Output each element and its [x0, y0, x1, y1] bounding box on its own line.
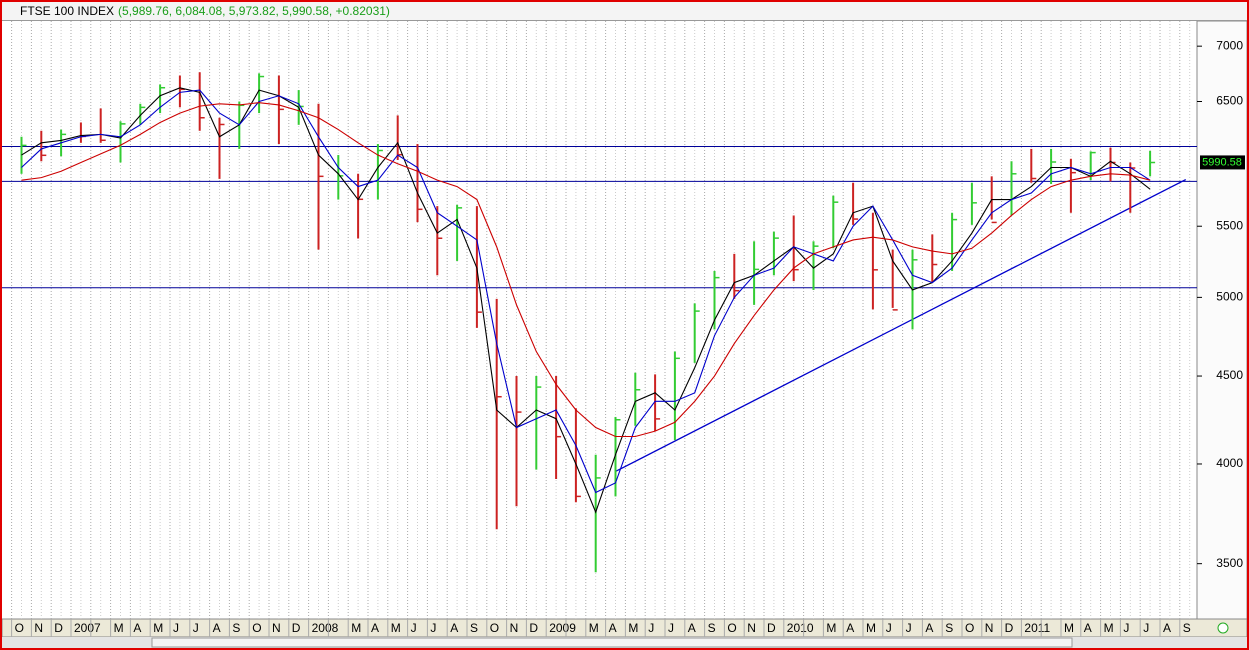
y-axis-panel: [1196, 20, 1247, 620]
x-tick-label: S: [1183, 621, 1191, 635]
x-tick-label: 2009: [549, 621, 576, 635]
x-tick-label: J: [648, 621, 654, 635]
x-tick-label: O: [965, 621, 974, 635]
status-icon: [1217, 622, 1229, 634]
x-tick-label: M: [1104, 621, 1114, 635]
x-tick-label: M: [114, 621, 124, 635]
quote: (5,989.76, 6,084.08, 5,973.82, 5,990.58,…: [118, 4, 390, 18]
x-tick-label: N: [985, 621, 994, 635]
x-tick-label: M: [589, 621, 599, 635]
x-tick-label: J: [906, 621, 912, 635]
x-tick-label: D: [767, 621, 776, 635]
x-tick-label: 2008: [312, 621, 339, 635]
x-tick-label: O: [252, 621, 261, 635]
x-tick-label: J: [1143, 621, 1149, 635]
moving-average: [21, 102, 1151, 438]
x-tick-label: S: [945, 621, 953, 635]
x-tick-label: A: [609, 621, 617, 635]
x-tick-label: M: [1064, 621, 1074, 635]
last-value-box: [1200, 155, 1245, 170]
x-tick-label: J: [173, 621, 179, 635]
moving-average: [21, 89, 1151, 494]
x-tick-label: A: [925, 621, 933, 635]
x-tick-label: D: [1005, 621, 1014, 635]
x-tick-label: A: [1084, 621, 1092, 635]
trend-line: [615, 178, 1187, 473]
x-tick-label: M: [628, 621, 638, 635]
x-tick-label: A: [846, 621, 854, 635]
x-tick-label: 2007: [74, 621, 101, 635]
plot-area: [2, 21, 1197, 619]
x-tick-label: 2011: [1024, 621, 1050, 635]
x-tick-label: D: [292, 621, 301, 635]
x-tick-label: S: [232, 621, 240, 635]
x-axis-panel: [2, 618, 1247, 638]
x-tick-label: A: [133, 621, 141, 635]
y-tick-label: 3500: [1216, 556, 1243, 570]
last-value-label: 5990.58: [1202, 156, 1242, 168]
x-tick-label: O: [727, 621, 736, 635]
x-tick-label: A: [371, 621, 379, 635]
x-tick-label: N: [510, 621, 519, 635]
x-tick-label: A: [213, 621, 221, 635]
x-tick-label: M: [391, 621, 401, 635]
x-tick-label: A: [1163, 621, 1171, 635]
x-tick-label: N: [34, 621, 43, 635]
y-tick-label: 4000: [1216, 456, 1243, 470]
x-tick-label: D: [54, 621, 63, 635]
y-tick-label: 7000: [1216, 38, 1243, 52]
y-tick-label: 6500: [1216, 94, 1243, 108]
x-tick-label: M: [153, 621, 163, 635]
moving-average: [21, 87, 1151, 514]
x-tick-label: 2010: [787, 621, 814, 635]
y-tick-label: 5000: [1216, 290, 1243, 304]
x-tick-label: A: [450, 621, 458, 635]
x-tick-label: M: [826, 621, 836, 635]
scroll-thumb[interactable]: [151, 637, 1073, 648]
x-tick-label: J: [668, 621, 674, 635]
x-tick-label: J: [886, 621, 892, 635]
y-tick-label: 5500: [1216, 218, 1243, 232]
chart-title: FTSE 100 INDEX: [20, 4, 115, 18]
x-tick-label: S: [470, 621, 478, 635]
x-tick-label: A: [688, 621, 696, 635]
x-tick-label: J: [411, 621, 417, 635]
x-tick-label: N: [272, 621, 281, 635]
x-tick-label: O: [15, 621, 24, 635]
x-tick-label: O: [490, 621, 499, 635]
title-bar: FTSE 100 INDEX (5,989.76, 6,084.08, 5,973…: [2, 2, 1247, 21]
x-tick-label: M: [866, 621, 876, 635]
x-tick-label: J: [193, 621, 199, 635]
x-tick-label: D: [529, 621, 538, 635]
x-tick-label: J: [1123, 621, 1129, 635]
y-tick-label: 4500: [1216, 368, 1243, 382]
x-tick-label: M: [351, 621, 361, 635]
x-tick-label: J: [430, 621, 436, 635]
x-tick-label: S: [708, 621, 716, 635]
x-tick-label: N: [747, 621, 756, 635]
